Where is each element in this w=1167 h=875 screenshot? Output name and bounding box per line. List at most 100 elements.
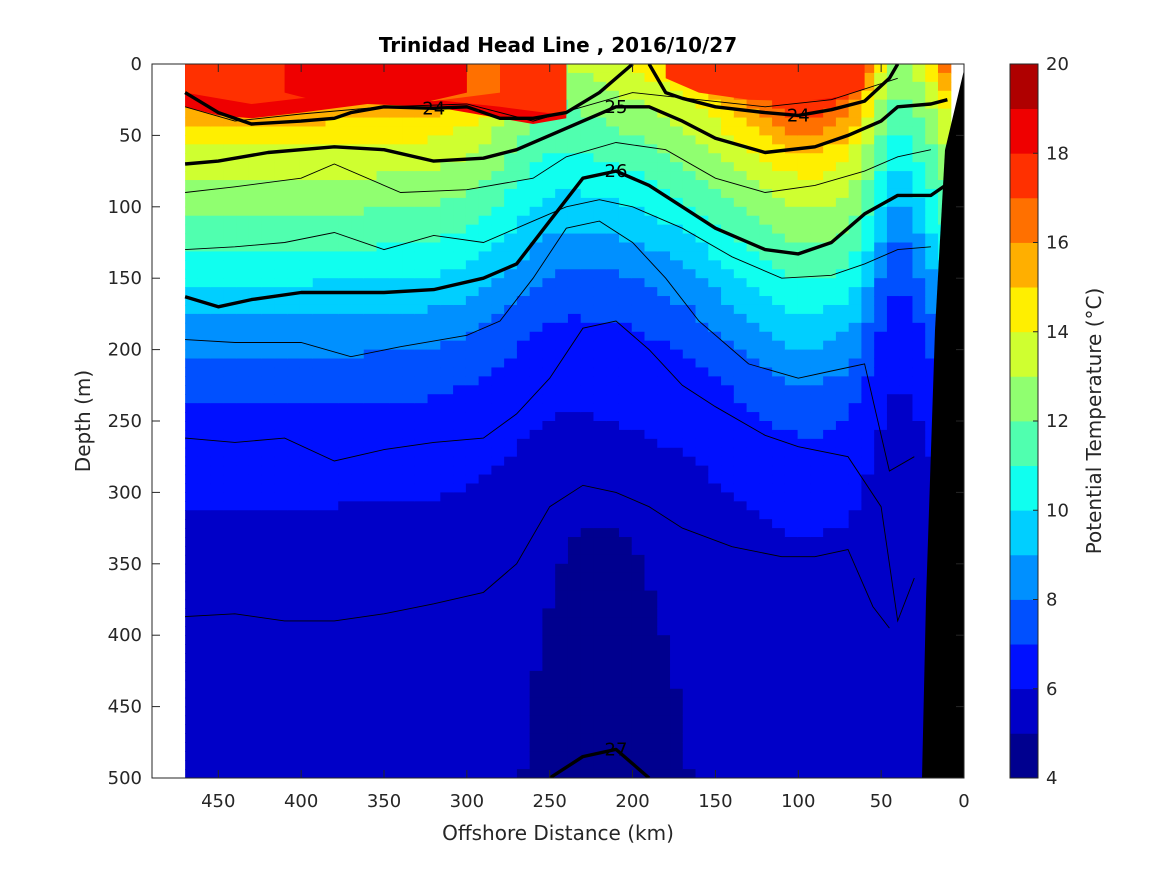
temperature-cell bbox=[261, 697, 276, 708]
temperature-cell bbox=[797, 242, 811, 253]
temperature-cell bbox=[491, 742, 505, 752]
temperature-cell bbox=[567, 599, 582, 610]
temperature-cell bbox=[823, 331, 837, 342]
temperature-cell bbox=[899, 492, 914, 502]
temperature-cell bbox=[912, 661, 926, 672]
temperature-cell bbox=[478, 617, 492, 627]
temperature-cell bbox=[491, 215, 505, 226]
temperature-cell bbox=[772, 608, 786, 618]
temperature-cell bbox=[580, 715, 595, 726]
temperature-cell bbox=[325, 376, 339, 386]
temperature-cell bbox=[223, 376, 237, 386]
temperature-cell bbox=[261, 188, 276, 199]
temperature-cell bbox=[440, 197, 454, 208]
temperature-cell bbox=[197, 742, 212, 752]
temperature-cell bbox=[555, 635, 569, 645]
temperature-cell bbox=[606, 304, 620, 315]
temperature-cell bbox=[376, 697, 390, 708]
temperature-cell bbox=[338, 715, 352, 726]
temperature-cell bbox=[529, 626, 544, 636]
temperature-cell bbox=[465, 269, 480, 279]
temperature-cell bbox=[835, 510, 850, 520]
temperature-cell bbox=[223, 599, 237, 610]
temperature-cell bbox=[376, 492, 390, 502]
temperature-cell bbox=[593, 340, 607, 351]
temperature-cell bbox=[376, 394, 390, 404]
temperature-cell bbox=[861, 724, 875, 734]
temperature-cell bbox=[721, 483, 735, 493]
temperature-cell bbox=[555, 171, 569, 181]
temperature-cell bbox=[618, 447, 633, 458]
temperature-cell bbox=[618, 90, 633, 101]
temperature-cell bbox=[580, 385, 595, 395]
temperature-cell bbox=[376, 742, 390, 752]
temperature-cell bbox=[236, 661, 250, 672]
temperature-cell bbox=[746, 679, 760, 690]
temperature-cell bbox=[682, 670, 697, 681]
temperature-cell bbox=[491, 358, 505, 369]
temperature-cell bbox=[402, 608, 416, 618]
temperature-cell bbox=[580, 251, 595, 261]
temperature-cell bbox=[516, 367, 531, 377]
temperature-cell bbox=[440, 617, 454, 627]
temperature-cell bbox=[529, 563, 544, 574]
temperature-cell bbox=[797, 447, 811, 458]
temperature-cell bbox=[644, 760, 658, 770]
temperature-cell bbox=[542, 385, 556, 395]
temperature-cell bbox=[427, 180, 441, 190]
temperature-cell bbox=[721, 99, 735, 110]
temperature-cell bbox=[886, 296, 901, 306]
temperature-cell bbox=[580, 688, 595, 699]
chart-title: Trinidad Head Line , 2016/10/27 bbox=[379, 33, 737, 57]
temperature-cell bbox=[618, 81, 633, 92]
temperature-cell bbox=[580, 501, 595, 511]
temperature-cell bbox=[555, 617, 569, 627]
temperature-cell bbox=[861, 233, 875, 244]
temperature-cell bbox=[363, 322, 378, 333]
temperature-cell bbox=[593, 644, 607, 654]
temperature-cell bbox=[618, 153, 633, 163]
temperature-cell bbox=[618, 483, 633, 493]
temperature-cell bbox=[925, 412, 939, 422]
temperature-cell bbox=[299, 296, 314, 306]
temperature-cell bbox=[185, 492, 199, 502]
temperature-cell bbox=[746, 617, 760, 627]
temperature-cell bbox=[682, 688, 697, 699]
temperature-cell bbox=[363, 590, 378, 601]
temperature-cell bbox=[504, 456, 518, 467]
temperature-cell bbox=[440, 188, 454, 199]
temperature-cell bbox=[670, 751, 684, 761]
temperature-cell bbox=[389, 456, 403, 467]
temperature-cell bbox=[784, 376, 799, 386]
temperature-cell bbox=[746, 206, 760, 217]
temperature-cell bbox=[542, 697, 556, 708]
temperature-cell bbox=[618, 376, 633, 386]
temperature-cell bbox=[848, 706, 863, 717]
temperature-cell bbox=[453, 171, 467, 181]
temperature-cell bbox=[453, 617, 467, 627]
temperature-cell bbox=[223, 563, 237, 574]
temperature-cell bbox=[912, 260, 926, 270]
temperature-cell bbox=[248, 742, 263, 752]
temperature-cell bbox=[874, 135, 888, 145]
temperature-cell bbox=[708, 545, 722, 556]
temperature-cell bbox=[631, 670, 646, 681]
temperature-cell bbox=[287, 742, 301, 752]
temperature-cell bbox=[516, 376, 531, 386]
temperature-cell bbox=[274, 483, 288, 493]
temperature-cell bbox=[363, 519, 378, 529]
temperature-cell bbox=[261, 528, 276, 538]
temperature-cell bbox=[248, 447, 263, 458]
temperature-cell bbox=[797, 724, 811, 734]
temperature-cell bbox=[274, 679, 288, 690]
temperature-cell bbox=[772, 769, 786, 778]
temperature-cell bbox=[440, 385, 454, 395]
temperature-cell bbox=[197, 242, 212, 253]
temperature-cell bbox=[516, 171, 531, 181]
temperature-cell bbox=[682, 456, 697, 467]
temperature-cell bbox=[657, 492, 671, 502]
temperature-cell bbox=[912, 251, 926, 261]
temperature-cell bbox=[236, 563, 250, 574]
temperature-cell bbox=[848, 162, 863, 172]
temperature-cell bbox=[465, 251, 480, 261]
